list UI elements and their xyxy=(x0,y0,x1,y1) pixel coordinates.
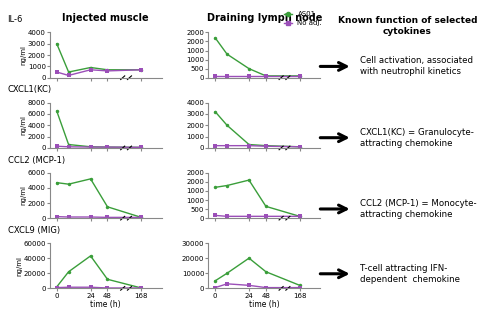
Y-axis label: ng/ml: ng/ml xyxy=(20,185,26,205)
Text: Cell activation, associated
with neutrophil kinetics: Cell activation, associated with neutrop… xyxy=(360,56,473,76)
Text: T-cell attracting IFN-
dependent  chemokine: T-cell attracting IFN- dependent chemoki… xyxy=(360,264,460,284)
Text: Known function of selected
cytokines: Known function of selected cytokines xyxy=(338,16,477,36)
Text: CCL2 (MCP-1): CCL2 (MCP-1) xyxy=(8,156,64,165)
Text: CXCL1(KC): CXCL1(KC) xyxy=(8,86,52,95)
Title: Injected muscle: Injected muscle xyxy=(62,13,149,23)
Text: CXCL1(KC) = Granulocyte-
attracting chemokine: CXCL1(KC) = Granulocyte- attracting chem… xyxy=(360,128,474,148)
Text: IL-6: IL-6 xyxy=(8,15,23,24)
Y-axis label: ng/ml: ng/ml xyxy=(20,45,26,65)
Legend: AS01, No adj.: AS01, No adj. xyxy=(284,11,322,27)
Y-axis label: ng/ml: ng/ml xyxy=(16,256,22,276)
Title: Draining lymph node: Draining lymph node xyxy=(206,13,322,23)
Text: CXCL9 (MIG): CXCL9 (MIG) xyxy=(8,226,60,235)
X-axis label: time (h): time (h) xyxy=(249,300,280,309)
Text: CCL2 (MCP-1) = Monocyte-
attracting chemokine: CCL2 (MCP-1) = Monocyte- attracting chem… xyxy=(360,199,476,219)
X-axis label: time (h): time (h) xyxy=(90,300,121,309)
Y-axis label: ng/ml: ng/ml xyxy=(20,115,26,135)
